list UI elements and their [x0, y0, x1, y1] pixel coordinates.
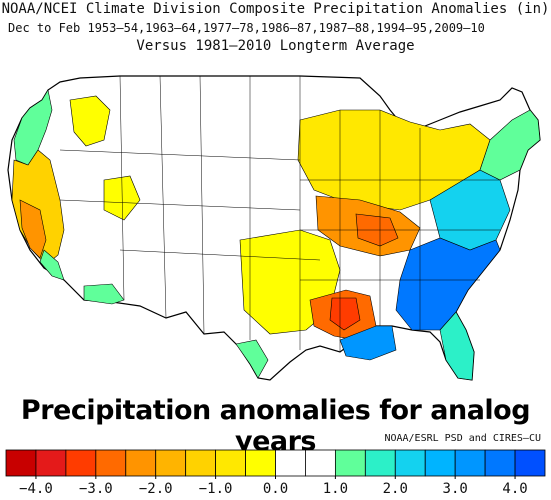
colorbar-tick-label: 3.0 [443, 481, 468, 497]
colorbar-swatch [454, 449, 486, 477]
colorbar-tick-label: −1.0 [199, 481, 233, 497]
colorbar: −4.0 −3.0 −2.0 −1.0 0.0 1.0 2.0 3.0 4.0 [5, 449, 546, 497]
colorbar-tick-label: 2.0 [383, 481, 408, 497]
region-gulf-coast [339, 325, 397, 361]
region-northeast [479, 109, 541, 181]
colorbar-tick-label: 0.0 [263, 481, 288, 497]
map-title: NOAA/NCEI Climate Division Composite Pre… [1, 1, 550, 17]
map-reference-period: Versus 1981–2010 Longterm Average [136, 38, 415, 54]
region-florida [439, 311, 475, 381]
us-precipitation-map [7, 75, 541, 381]
colorbar-swatch [125, 449, 157, 477]
colorbar-swatch [484, 449, 516, 477]
region-northern-rockies [69, 95, 111, 147]
colorbar-swatch [95, 449, 127, 477]
region-south-texas [235, 339, 269, 379]
region-socal-coast [39, 249, 65, 281]
colorbar-swatch [245, 449, 276, 477]
colorbar-swatch [514, 449, 546, 477]
region-mississippi-core [329, 297, 361, 331]
region-southeast-coast [395, 237, 501, 331]
division-lines [59, 75, 500, 352]
colorbar-swatch [5, 449, 37, 477]
region-pacific-northwest-coast [13, 89, 53, 166]
colorbar-tick-label: 1.0 [323, 481, 348, 497]
colorbar-tick-label: 4.0 [502, 481, 527, 497]
region-california-south [19, 199, 47, 259]
credit-text: NOAA/ESRL PSD and CIRES–CU [384, 433, 541, 444]
colorbar-swatch [364, 449, 396, 477]
colorbar-swatch [65, 449, 97, 477]
colorbar-tick-label: −4.0 [19, 481, 53, 497]
colorbar-swatch [215, 449, 246, 477]
colorbar-swatch [394, 449, 426, 477]
map-subtitle: Dec to Feb 1953–54,1963–64,1977–78,1986–… [8, 21, 485, 35]
colorbar-swatch [185, 449, 217, 477]
region-arizona [83, 283, 125, 305]
colorbar-tick-label: −3.0 [79, 481, 113, 497]
colorbar-swatch [424, 449, 456, 477]
colorbar-swatch [35, 449, 67, 477]
colorbar-swatch [334, 449, 366, 477]
colorbar-swatch [305, 449, 336, 477]
colorbar-swatch [155, 449, 187, 477]
colorbar-swatch [275, 449, 306, 477]
colorbar-tick-label: −2.0 [139, 481, 173, 497]
